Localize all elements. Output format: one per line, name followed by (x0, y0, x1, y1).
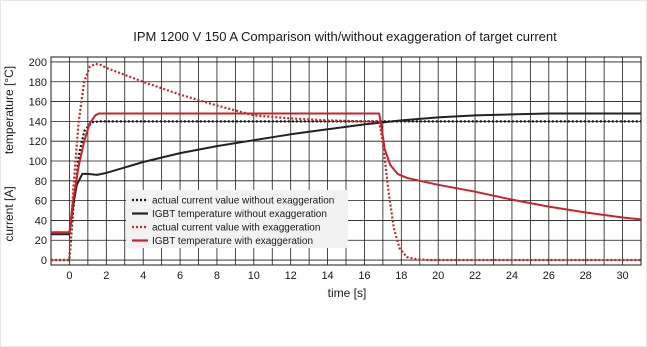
x-tick-label: 18 (395, 270, 407, 282)
y-tick-label: 60 (35, 196, 47, 208)
x-tick-label: 22 (469, 270, 481, 282)
x-tick-label: 12 (285, 270, 297, 282)
x-tick-label: 8 (214, 270, 220, 282)
x-tick-label: 28 (580, 270, 592, 282)
x-tick-label: 6 (177, 270, 183, 282)
y-axis-label-left: current [A] (2, 186, 16, 241)
x-tick-label: 30 (616, 270, 628, 282)
y-tick-label: 40 (35, 215, 47, 227)
x-tick-label: 0 (66, 270, 72, 282)
y-axis-ticks: 0 20 40 60 80 100 120 140 160 180 200 (29, 57, 47, 267)
x-tick-label: 20 (432, 270, 444, 282)
x-tick-label: 24 (506, 270, 518, 282)
x-tick-label: 4 (140, 270, 146, 282)
y-tick-label: 140 (29, 116, 47, 128)
y-tick-label: 180 (29, 77, 47, 89)
y-tick-label: 20 (35, 235, 47, 247)
legend-label-4: IGBT temperature with exaggeration (152, 236, 313, 247)
legend-label-1: actual current value without exaggeratio… (152, 196, 334, 207)
y-axis-label-right: temperature [°C] (2, 66, 16, 154)
y-tick-label: 160 (29, 97, 47, 109)
x-tick-label: 16 (358, 270, 370, 282)
y-tick-label: 80 (35, 176, 47, 188)
x-tick-label: 14 (321, 270, 333, 282)
chart-title: IPM 1200 V 150 A Comparison with/without… (133, 29, 557, 44)
y-tick-label: 200 (29, 57, 47, 69)
x-axis-label: time [s] (328, 286, 367, 300)
legend-label-3: actual current value with exaggeration (152, 223, 320, 234)
y-tick-label: 100 (29, 156, 47, 168)
x-axis-ticks: 0 2 4 6 8 10 12 14 16 18 20 22 24 26 28 30 (66, 270, 628, 282)
y-tick-label: 120 (29, 136, 47, 148)
legend-label-2: IGBT temperature without exaggeration (152, 209, 327, 220)
y-tick-label: 0 (41, 255, 47, 267)
x-tick-label: 2 (103, 270, 109, 282)
legend: actual current value without exaggeratio… (126, 190, 348, 248)
x-tick-label: 26 (543, 270, 555, 282)
x-tick-label: 10 (248, 270, 260, 282)
